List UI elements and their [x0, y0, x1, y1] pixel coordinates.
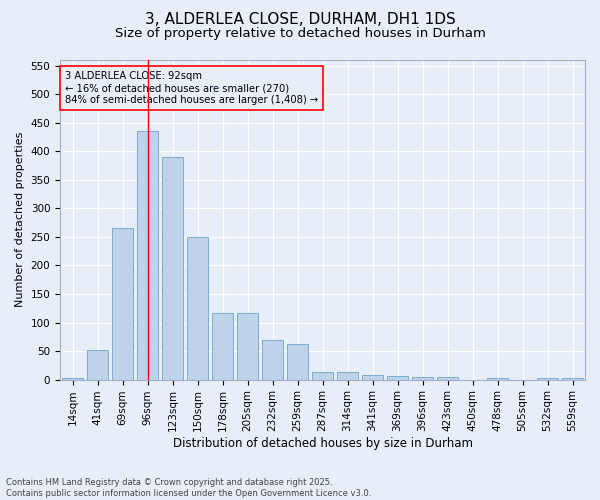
Bar	[237, 313, 258, 380]
Text: Contains HM Land Registry data © Crown copyright and database right 2025.
Contai: Contains HM Land Registry data © Crown c…	[6, 478, 371, 498]
Bar	[387, 376, 408, 380]
Bar	[287, 344, 308, 380]
X-axis label: Distribution of detached houses by size in Durham: Distribution of detached houses by size …	[173, 437, 473, 450]
Bar	[137, 132, 158, 380]
Text: 3, ALDERLEA CLOSE, DURHAM, DH1 1DS: 3, ALDERLEA CLOSE, DURHAM, DH1 1DS	[145, 12, 455, 28]
Text: Size of property relative to detached houses in Durham: Size of property relative to detached ho…	[115, 28, 485, 40]
Text: 3 ALDERLEA CLOSE: 92sqm
← 16% of detached houses are smaller (270)
84% of semi-d: 3 ALDERLEA CLOSE: 92sqm ← 16% of detache…	[65, 72, 318, 104]
Bar	[62, 378, 83, 380]
Bar	[112, 228, 133, 380]
Bar	[312, 372, 333, 380]
Bar	[262, 340, 283, 380]
Bar	[187, 237, 208, 380]
Bar	[487, 378, 508, 380]
Y-axis label: Number of detached properties: Number of detached properties	[15, 132, 25, 308]
Bar	[562, 378, 583, 380]
Bar	[437, 378, 458, 380]
Bar	[337, 372, 358, 380]
Bar	[362, 375, 383, 380]
Bar	[412, 376, 433, 380]
Bar	[162, 157, 183, 380]
Bar	[87, 350, 108, 380]
Bar	[212, 313, 233, 380]
Bar	[537, 378, 558, 380]
